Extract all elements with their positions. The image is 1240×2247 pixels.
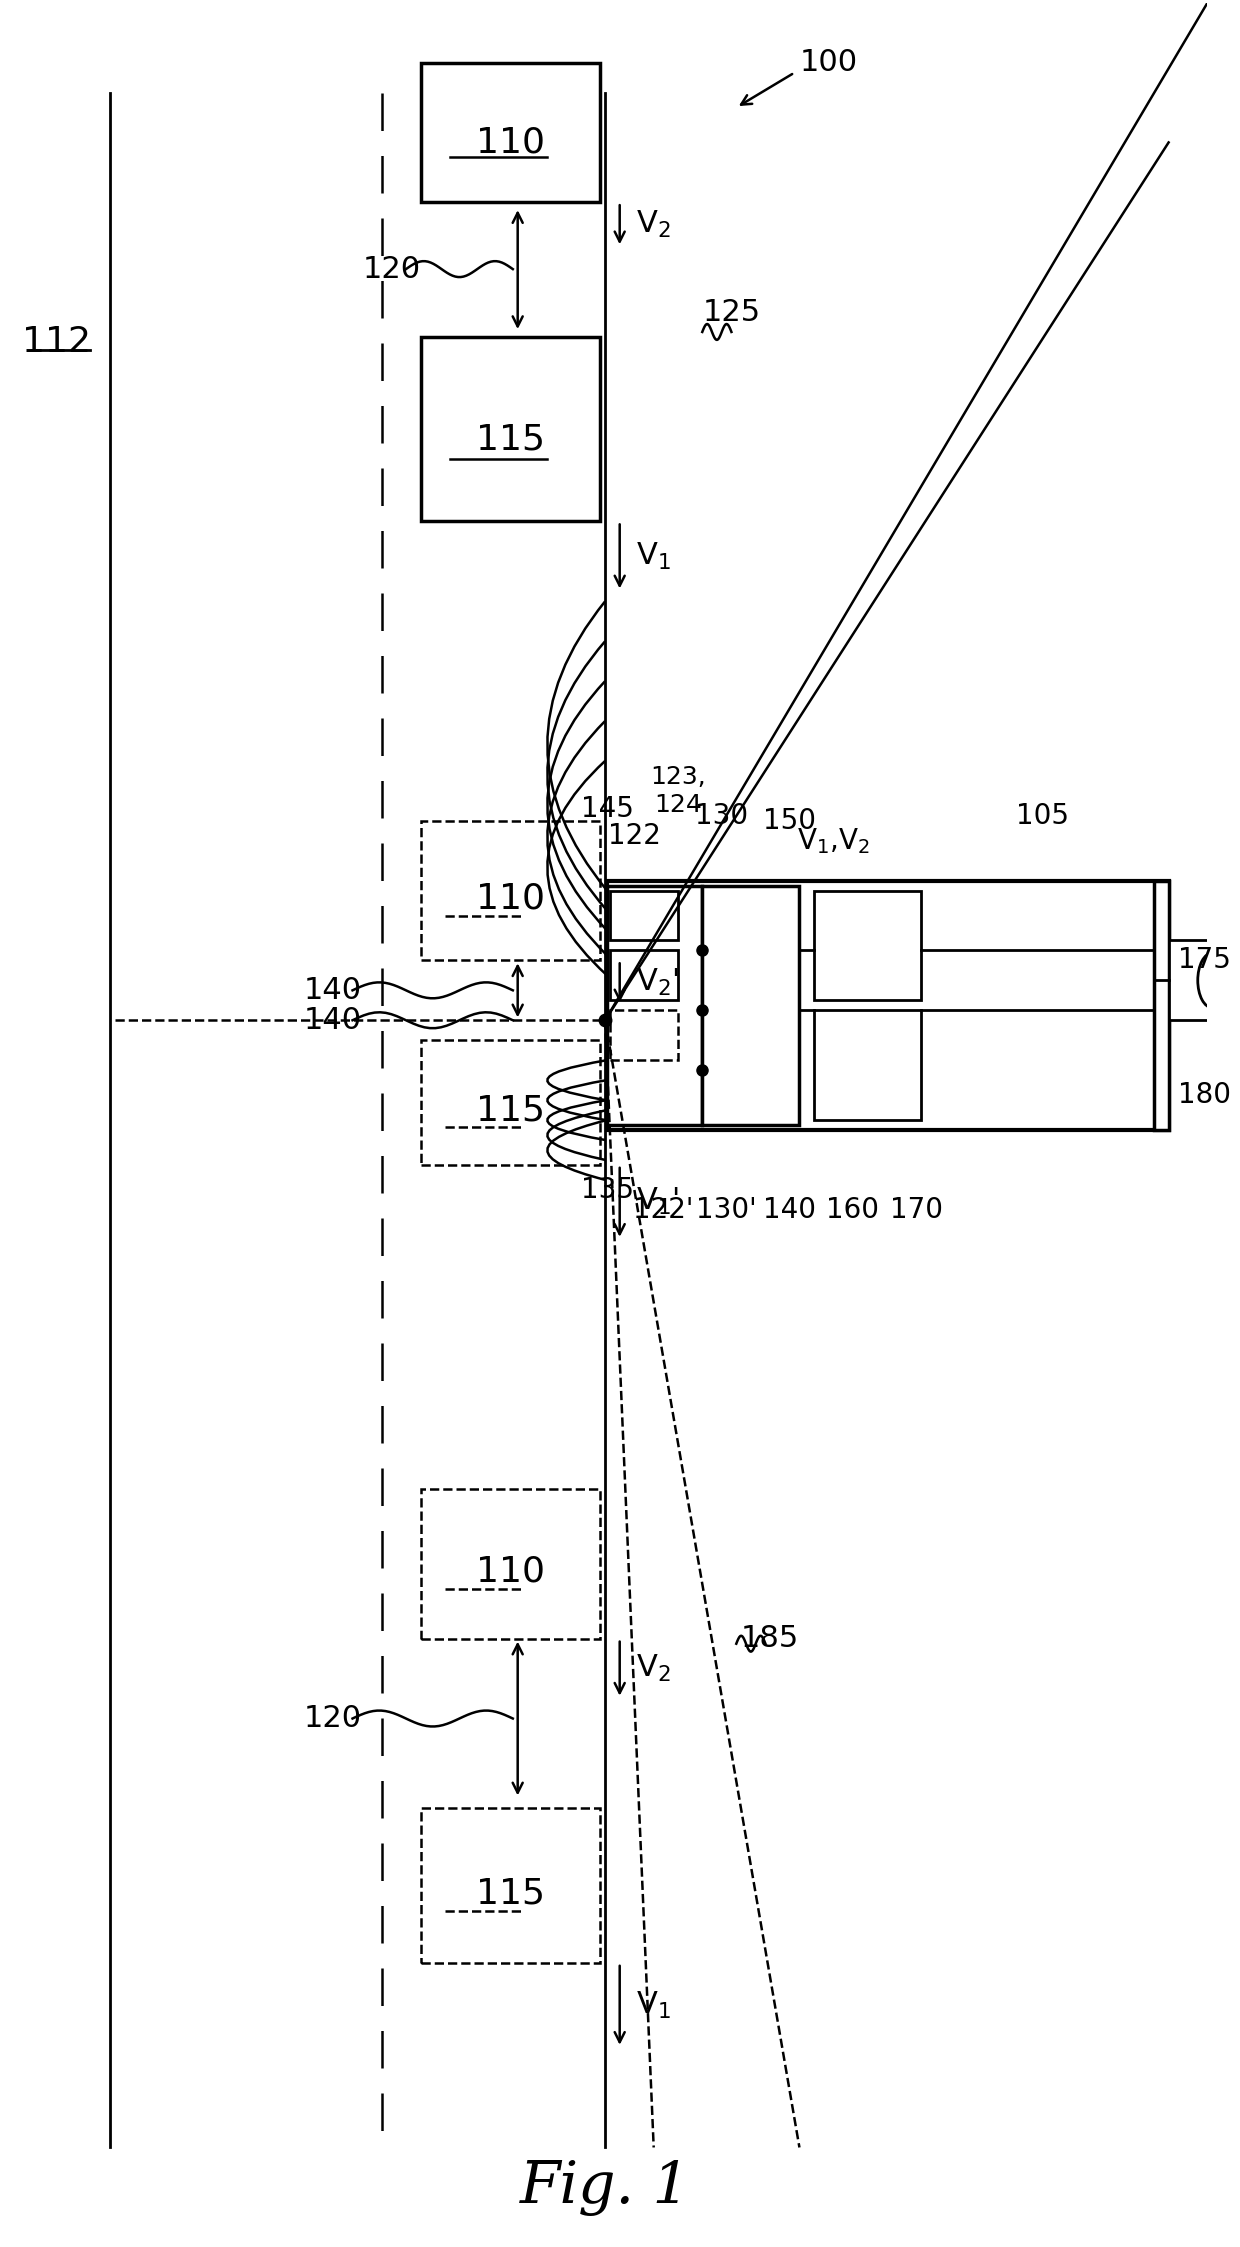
Bar — [420, 1809, 600, 1964]
Text: 140: 140 — [763, 1195, 816, 1225]
Text: 135: 135 — [580, 1175, 634, 1204]
Bar — [610, 890, 678, 941]
Text: 180: 180 — [1178, 1081, 1231, 1110]
Text: 115: 115 — [476, 1094, 544, 1128]
Text: 140: 140 — [304, 975, 362, 1004]
Text: 112: 112 — [22, 326, 91, 360]
Text: V$_2$: V$_2$ — [636, 209, 671, 240]
Text: 125: 125 — [702, 297, 760, 326]
Text: V$_2$: V$_2$ — [636, 1654, 671, 1685]
Text: 115: 115 — [476, 1876, 544, 1910]
Text: V$_1$: V$_1$ — [636, 1991, 671, 2022]
Bar — [420, 63, 600, 202]
Text: 123,
124: 123, 124 — [650, 764, 706, 816]
Bar — [420, 337, 600, 521]
Bar — [420, 820, 600, 959]
Text: 105: 105 — [1016, 802, 1069, 829]
Bar — [813, 890, 921, 1000]
Text: 170: 170 — [889, 1195, 942, 1225]
Bar — [702, 885, 800, 1126]
Text: 120: 120 — [362, 254, 420, 283]
Text: 110: 110 — [476, 126, 544, 160]
Bar — [813, 1011, 921, 1119]
Bar — [610, 1011, 678, 1061]
Bar — [608, 885, 702, 1126]
Text: V$_2$': V$_2$' — [636, 966, 680, 998]
Text: 115: 115 — [476, 422, 544, 456]
Text: 145: 145 — [580, 795, 634, 822]
Bar — [420, 1040, 600, 1164]
Text: 110: 110 — [476, 1555, 544, 1589]
Ellipse shape — [1198, 953, 1226, 1009]
Text: 100: 100 — [800, 47, 858, 76]
Bar — [608, 881, 1168, 1130]
Text: Fig. 1: Fig. 1 — [520, 2159, 691, 2216]
Bar — [1154, 881, 1168, 1130]
Text: 120: 120 — [304, 1703, 362, 1732]
Text: 140: 140 — [304, 1007, 362, 1036]
Text: V$_1$,V$_2$: V$_1$,V$_2$ — [797, 827, 870, 856]
Text: 150: 150 — [763, 807, 816, 834]
Bar — [610, 950, 678, 1000]
Text: 130: 130 — [696, 802, 748, 829]
Text: 175: 175 — [1178, 946, 1231, 975]
Bar — [420, 1490, 600, 1638]
Text: 122: 122 — [608, 822, 661, 849]
Text: 160: 160 — [826, 1195, 879, 1225]
Text: V$_1$': V$_1$' — [636, 1186, 680, 1218]
Bar — [1168, 941, 1213, 1020]
Text: V$_1$: V$_1$ — [636, 542, 671, 573]
Text: 130': 130' — [696, 1195, 756, 1225]
Text: 122': 122' — [634, 1195, 693, 1225]
Text: 110: 110 — [476, 881, 544, 915]
Text: 185: 185 — [742, 1625, 800, 1654]
